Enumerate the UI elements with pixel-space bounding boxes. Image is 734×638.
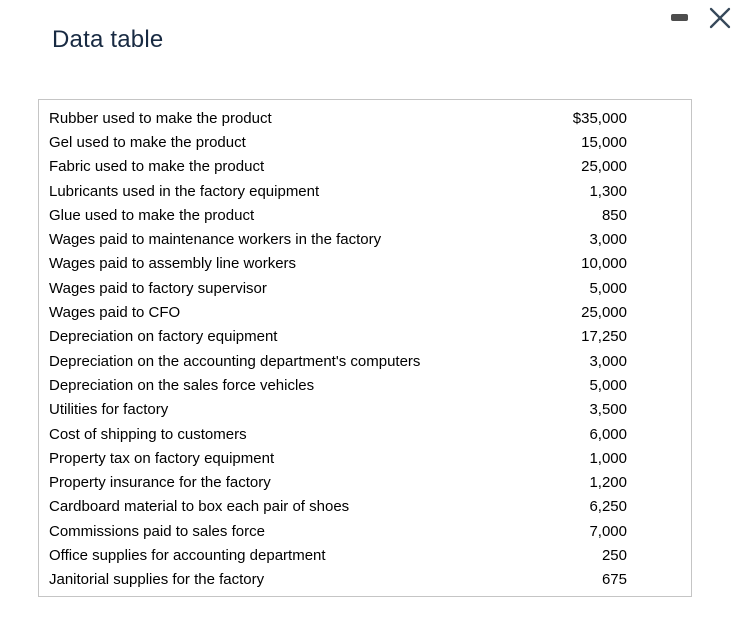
row-label: Utilities for factory (49, 401, 169, 419)
row-label: Wages paid to assembly line workers (49, 255, 297, 273)
row-label: Cardboard material to box each pair of s… (49, 498, 350, 516)
table-row: Lubricants used in the factory equipment… (39, 179, 691, 203)
row-value: 3,000 (589, 231, 627, 249)
row-value: 5,000 (589, 279, 627, 297)
table-row: Glue used to make the product 850 (39, 203, 691, 227)
row-label: Wages paid to maintenance workers in the… (49, 231, 382, 249)
row-label: Depreciation on the accounting departmen… (49, 352, 421, 370)
close-button[interactable] (709, 7, 731, 29)
row-value: $35,000 (572, 109, 627, 127)
row-value: 25,000 (581, 304, 627, 322)
row-label: Lubricants used in the factory equipment (49, 182, 320, 200)
row-label: Gel used to make the product (49, 133, 246, 151)
minimize-icon (671, 14, 688, 21)
row-label: Property insurance for the factory (49, 474, 271, 492)
row-value: 25,000 (581, 158, 627, 176)
table-row: Office supplies for accounting departmen… (39, 543, 691, 567)
row-value: 5,000 (589, 376, 627, 394)
row-label: Janitorial supplies for the factory (49, 571, 265, 589)
row-label: Wages paid to CFO (49, 304, 181, 322)
table-row: Cardboard material to box each pair of s… (39, 495, 691, 519)
row-value: 3,500 (589, 401, 627, 419)
table-row: Wages paid to CFO 25,000 (39, 300, 691, 324)
row-value: 1,000 (589, 449, 627, 467)
table-row: Gel used to make the product 15,000 (39, 130, 691, 154)
row-label: Cost of shipping to customers (49, 425, 247, 443)
row-label: Depreciation on factory equipment (49, 328, 278, 346)
table-row: Janitorial supplies for the factory 675 (39, 568, 691, 592)
row-label: Glue used to make the product (49, 206, 255, 224)
row-value: 675 (601, 571, 627, 589)
row-label: Commissions paid to sales force (49, 522, 265, 540)
table-row: Fabric used to make the product 25,000 (39, 155, 691, 179)
minimize-button[interactable] (671, 14, 688, 21)
row-value: 10,000 (581, 255, 627, 273)
row-value: 250 (601, 546, 627, 564)
row-value: 1,300 (589, 182, 627, 200)
row-label: Property tax on factory equipment (49, 449, 275, 467)
row-label: Wages paid to factory supervisor (49, 279, 267, 297)
table-row: Rubber used to make the product $35,000 (39, 106, 691, 130)
row-value: 6,250 (589, 498, 627, 516)
table-row: Depreciation on the sales force vehicles… (39, 373, 691, 397)
close-icon (709, 7, 731, 29)
table-row: Wages paid to assembly line workers 10,0… (39, 252, 691, 276)
row-label: Office supplies for accounting departmen… (49, 546, 326, 564)
table-row: Property tax on factory equipment 1,000 (39, 446, 691, 470)
row-value: 17,250 (581, 328, 627, 346)
row-value: 1,200 (589, 474, 627, 492)
row-label: Rubber used to make the product (49, 109, 272, 127)
page-title: Data table (52, 26, 164, 53)
table-row: Cost of shipping to customers 6,000 (39, 422, 691, 446)
row-value: 15,000 (581, 133, 627, 151)
table-row: Depreciation on factory equipment 17,250 (39, 325, 691, 349)
row-value: 3,000 (589, 352, 627, 370)
cost-data-table: Rubber used to make the product $35,000 … (38, 99, 692, 597)
row-value: 7,000 (589, 522, 627, 540)
row-label: Fabric used to make the product (49, 158, 265, 176)
table-row: Commissions paid to sales force 7,000 (39, 519, 691, 543)
table-row: Utilities for factory 3,500 (39, 398, 691, 422)
row-value: 850 (601, 206, 627, 224)
row-value: 6,000 (589, 425, 627, 443)
table-row: Property insurance for the factory 1,200 (39, 470, 691, 494)
table-row: Wages paid to factory supervisor 5,000 (39, 276, 691, 300)
table-row: Wages paid to maintenance workers in the… (39, 227, 691, 251)
row-label: Depreciation on the sales force vehicles (49, 376, 315, 394)
table-row: Depreciation on the accounting departmen… (39, 349, 691, 373)
